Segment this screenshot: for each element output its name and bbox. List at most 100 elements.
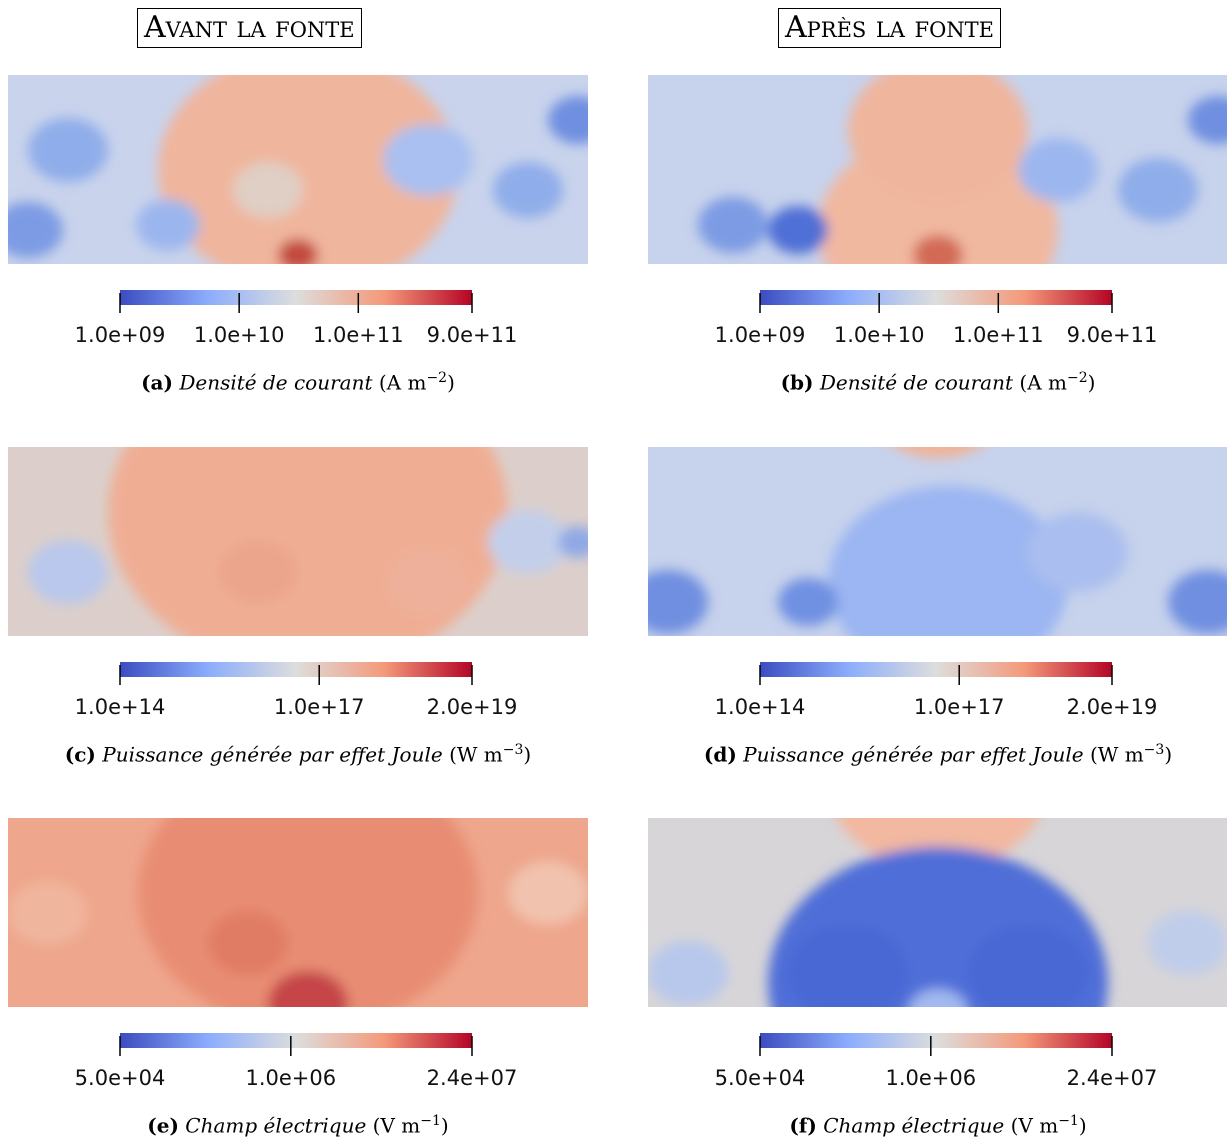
caption-text: Champ électrique — [823, 1113, 1005, 1138]
colorbar-tick-label: 2.4e+07 — [427, 1066, 518, 1090]
caption-unit: ) — [523, 742, 532, 767]
field-map — [648, 447, 1227, 636]
caption-unit: ) — [447, 370, 455, 395]
colorbar — [120, 1033, 472, 1048]
field-blob — [828, 486, 1068, 636]
field-blob — [493, 162, 563, 218]
column-header: Avant la fonte — [137, 8, 362, 48]
caption-text: Puissance générée par effet Joule — [743, 742, 1084, 767]
caption-unit: (V m — [372, 1113, 421, 1138]
field-blob — [648, 570, 708, 634]
column-header: Après la fonte — [778, 8, 1002, 48]
caption-label: (b) — [780, 370, 814, 395]
colorbar-tick-label: 1.0e+10 — [194, 323, 285, 347]
field-blob — [968, 925, 1088, 1007]
field-blob — [158, 75, 458, 264]
caption-text: Champ électrique — [185, 1113, 367, 1138]
caption-unit-exponent: −2 — [1066, 370, 1088, 386]
colorbar-tick-label: 1.0e+14 — [715, 695, 806, 719]
field-content — [8, 75, 588, 264]
caption-unit-exponent: −3 — [502, 742, 524, 758]
colorbar-tick-label: 1.0e+09 — [75, 323, 166, 347]
caption-unit: (W m — [449, 742, 503, 767]
colorbar-tick-label: 2.0e+19 — [427, 695, 518, 719]
field-blob — [208, 911, 288, 975]
caption: (a) Densité de courant (A m−2) — [0, 370, 598, 395]
field-blob — [268, 971, 348, 1007]
colorbar-tick-label: 1.0e+06 — [245, 1066, 336, 1090]
caption-unit: (V m — [1010, 1113, 1059, 1138]
caption: (f) Champ électrique (V m−1) — [638, 1113, 1227, 1138]
caption: (c) Puissance générée par effet Joule (W… — [0, 742, 598, 767]
field-blob — [788, 925, 908, 1007]
caption-unit: ) — [440, 1113, 449, 1138]
caption-unit: ) — [1078, 1113, 1087, 1138]
field-blob — [768, 206, 828, 254]
field-blob — [778, 578, 838, 626]
caption-unit-exponent: −1 — [1058, 1113, 1079, 1129]
colorbar-tick-label: 1.0e+11 — [313, 323, 404, 347]
caption-text: Puissance générée par effet Joule — [102, 742, 443, 767]
field-content — [8, 818, 588, 1007]
field-blob — [1148, 911, 1227, 975]
colorbar-tick-label: 1.0e+06 — [885, 1066, 976, 1090]
field-blob — [548, 96, 588, 144]
field-blob — [218, 540, 298, 604]
field-blob — [488, 510, 568, 574]
field-blob — [383, 124, 473, 196]
field-blob — [508, 861, 588, 925]
field-content — [8, 447, 588, 636]
field-map — [8, 75, 588, 264]
field-map — [648, 818, 1227, 1007]
colorbar — [760, 290, 1112, 305]
colorbar-tick-label: 5.0e+04 — [75, 1066, 166, 1090]
field-blob — [558, 526, 588, 558]
colorbar-tick-label: 9.0e+11 — [1067, 323, 1158, 347]
field-blob — [8, 202, 63, 258]
caption-unit: ) — [1087, 370, 1096, 395]
field-blob — [1188, 96, 1227, 144]
caption: (e) Champ électrique (V m−1) — [0, 1113, 598, 1138]
colorbar-tick-label: 1.0e+17 — [914, 695, 1005, 719]
colorbar — [760, 1033, 1112, 1048]
field-blob — [8, 881, 88, 945]
field-content — [648, 75, 1227, 264]
colorbar — [120, 662, 472, 677]
field-blob — [648, 941, 728, 1005]
caption: (b) Densité de courant (A m−2) — [638, 370, 1227, 395]
colorbar-tick-label: 9.0e+11 — [427, 323, 518, 347]
caption-label: (f) — [789, 1113, 817, 1138]
caption-label: (c) — [64, 742, 96, 767]
caption-unit-exponent: −3 — [1143, 742, 1165, 758]
field-blob — [108, 447, 508, 636]
caption-text: Densité de courant — [179, 370, 373, 395]
colorbar-tick-label: 1.0e+09 — [715, 323, 806, 347]
colorbar-tick-label: 1.0e+11 — [953, 323, 1044, 347]
colorbar-tick-label: 1.0e+17 — [274, 695, 365, 719]
field-blob — [1168, 570, 1227, 634]
field-map — [648, 75, 1227, 264]
field-blob — [848, 75, 1028, 202]
field-blob — [233, 162, 303, 218]
caption: (d) Puissance générée par effet Joule (W… — [638, 742, 1227, 767]
field-blob — [1118, 158, 1198, 222]
colorbar-tick-label: 2.4e+07 — [1067, 1066, 1158, 1090]
field-blob — [837, 818, 1039, 871]
field-blobs — [698, 75, 1227, 264]
field-map — [8, 818, 588, 1007]
field-blob — [908, 989, 968, 1007]
field-content — [648, 818, 1227, 1007]
colorbar — [760, 662, 1112, 677]
field-blob — [913, 235, 963, 264]
caption-text: Densité de courant — [819, 370, 1014, 395]
field-blob — [278, 239, 318, 264]
colorbar-tick-label: 5.0e+04 — [715, 1066, 806, 1090]
field-blob — [1028, 512, 1128, 592]
caption-unit: (A m — [1019, 370, 1067, 395]
colorbar-tick-label: 1.0e+14 — [75, 695, 166, 719]
field-blob — [136, 199, 200, 251]
caption-unit: ) — [1164, 742, 1173, 767]
field-blobs — [28, 447, 588, 636]
